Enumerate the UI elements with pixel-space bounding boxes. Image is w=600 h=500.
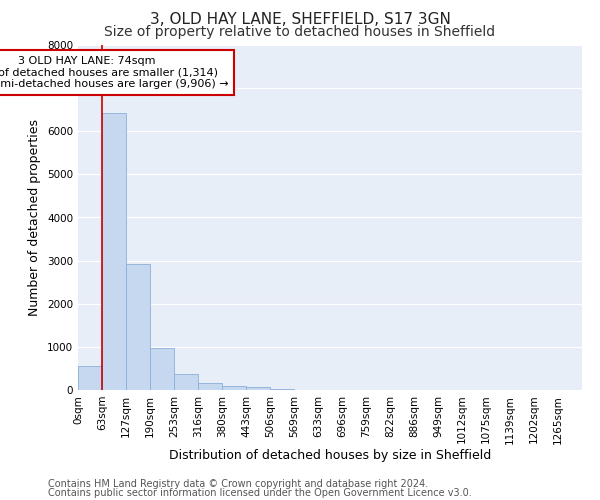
Bar [222, 386, 246, 390]
Text: 3 OLD HAY LANE: 74sqm
← 12% of detached houses are smaller (1,314)
88% of semi-d: 3 OLD HAY LANE: 74sqm ← 12% of detached … [0, 56, 229, 89]
Bar [126, 264, 150, 390]
Bar [78, 366, 102, 390]
Bar [174, 374, 198, 390]
Y-axis label: Number of detached properties: Number of detached properties [28, 119, 41, 316]
Bar [246, 387, 270, 390]
Text: 3, OLD HAY LANE, SHEFFIELD, S17 3GN: 3, OLD HAY LANE, SHEFFIELD, S17 3GN [149, 12, 451, 28]
Bar [102, 112, 126, 390]
Bar [150, 348, 174, 390]
X-axis label: Distribution of detached houses by size in Sheffield: Distribution of detached houses by size … [169, 449, 491, 462]
Text: Size of property relative to detached houses in Sheffield: Size of property relative to detached ho… [104, 25, 496, 39]
Bar [198, 383, 222, 390]
Text: Contains public sector information licensed under the Open Government Licence v3: Contains public sector information licen… [48, 488, 472, 498]
Text: Contains HM Land Registry data © Crown copyright and database right 2024.: Contains HM Land Registry data © Crown c… [48, 479, 428, 489]
